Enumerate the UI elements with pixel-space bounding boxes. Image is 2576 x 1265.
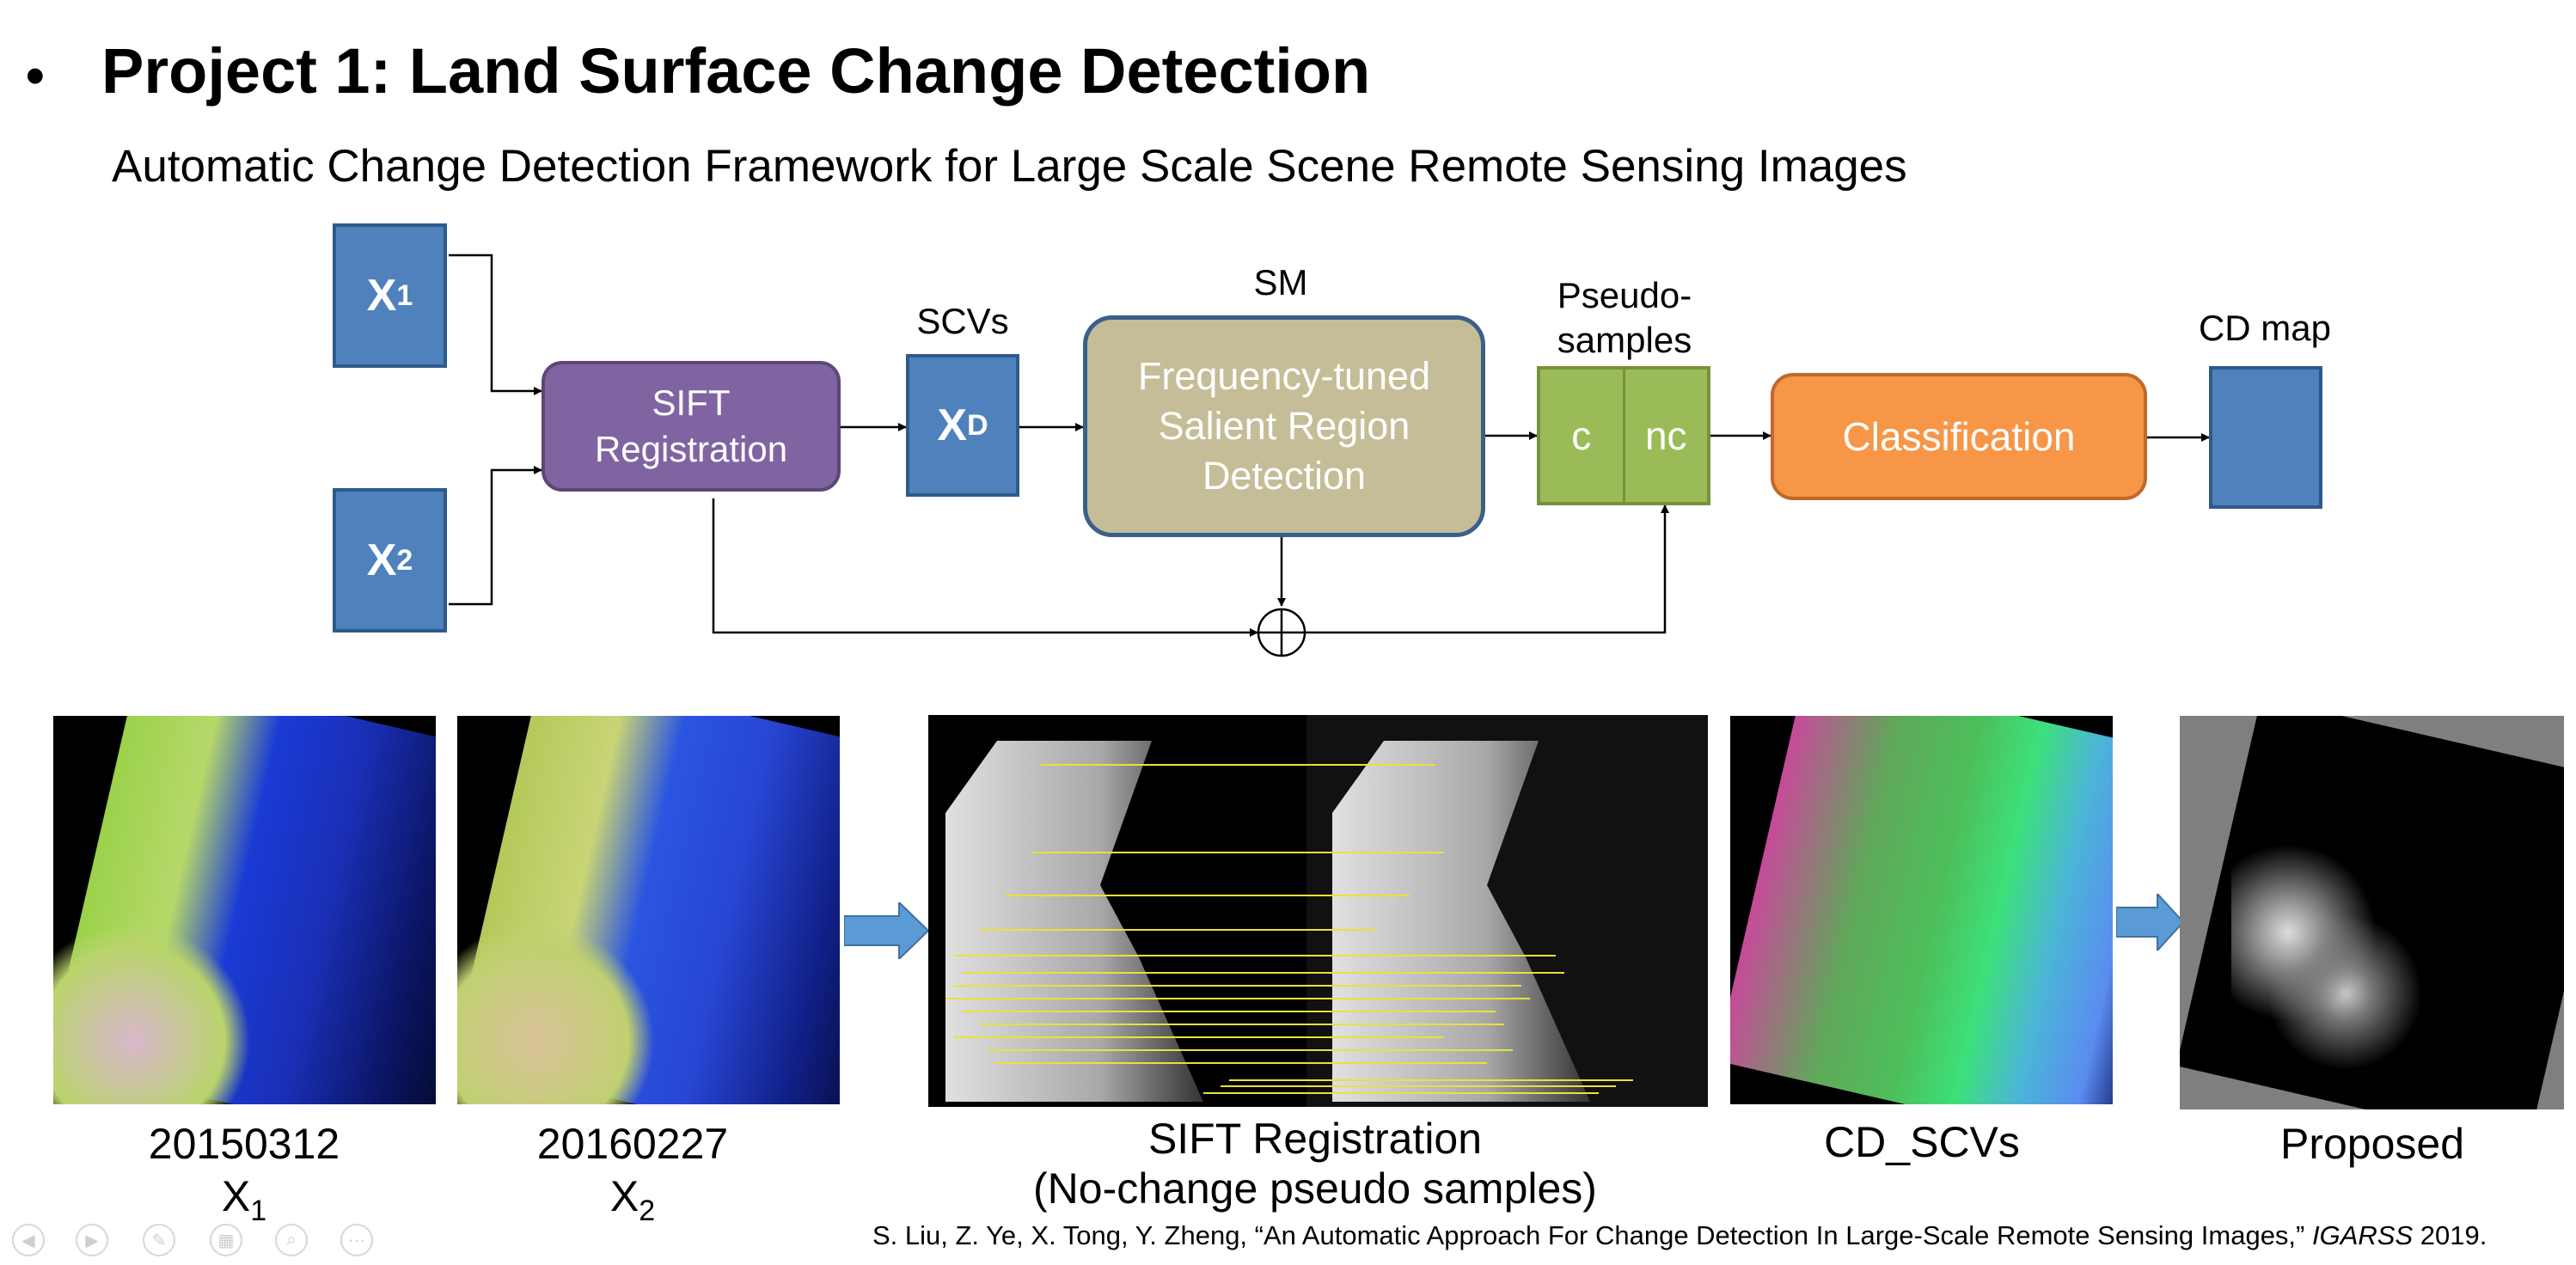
img2-variable: X2 (504, 1171, 762, 1228)
proposed-result-image (2180, 716, 2564, 1109)
x1-sub: 1 (396, 278, 413, 312)
diagram-connectors (449, 254, 2210, 657)
img1-var-sub: 1 (250, 1195, 267, 1227)
cd-scvs-image (1730, 716, 2113, 1104)
match-lines (945, 764, 1633, 1094)
saliency-detection-box: Frequency-tuned Salient Region Detection (1083, 315, 1485, 537)
slide-subtitle: Automatic Change Detection Framework for… (112, 141, 1907, 192)
citation-venue: IGARSS (2311, 1220, 2414, 1250)
pseudo-samples-label: Pseudo-samples (1557, 275, 1692, 360)
pseudo-samples-box: c nc (1537, 366, 1710, 505)
x1-letter: X (366, 271, 397, 321)
bullet: • (26, 46, 45, 106)
satellite-image-2015 (53, 716, 436, 1104)
xd-sub: D (967, 408, 988, 442)
cd-map-box (2209, 366, 2322, 509)
next-icon[interactable]: ▶ (76, 1224, 108, 1256)
no-change-cell: nc (1644, 413, 1687, 458)
sift-caption-line1: SIFT Registration (1147, 1115, 1483, 1163)
arrow-to-sift-icon (844, 902, 930, 959)
x1-to-sift-line (449, 254, 542, 395)
prev-icon[interactable]: ◀ (12, 1224, 45, 1256)
zoom-icon[interactable]: ⌕ (275, 1224, 308, 1256)
img1-var-letter: X (221, 1172, 251, 1220)
title-text: Project 1: Land Surface Change Detection (101, 35, 1371, 107)
sm-label: SM (1253, 262, 1308, 302)
img2-date: 20160227 (536, 1120, 729, 1168)
sift-matches-image (928, 715, 1708, 1107)
img1-date: 20150312 (148, 1120, 340, 1168)
change-cell: c (1540, 370, 1625, 502)
slides-icon[interactable]: ▦ (210, 1224, 242, 1256)
sift-registration-box: SIFT Registration (542, 361, 841, 492)
classification-box: Classification (1771, 373, 2147, 500)
sift-caption-line2: (No-change pseudo samples) (1033, 1164, 1597, 1213)
slide-title: • Project 1: Land Surface Change Detectio… (26, 34, 1370, 107)
sift-to-combine-line (712, 498, 1258, 637)
x2-to-sift-line (449, 466, 542, 606)
citation-text: S. Liu, Z. Ye, X. Tong, Y. Zheng, “An Au… (872, 1220, 2312, 1250)
sm-box-label: Frequency-tuned Salient Region Detection (1137, 354, 1431, 498)
img2-var-sub: 2 (639, 1195, 656, 1227)
arrow-to-proposed-icon (2116, 894, 2185, 950)
satellite-image-2016 (457, 716, 840, 1104)
img2-var-letter: X (609, 1172, 639, 1220)
x2-sub: 2 (396, 543, 413, 577)
scvs-label: SCVs (916, 301, 1009, 341)
citation-year: 2019. (2413, 1220, 2487, 1250)
cd-scvs-caption: CD_SCVs (1824, 1118, 2020, 1166)
img1-variable: X1 (115, 1171, 373, 1228)
x2-letter: X (366, 535, 397, 585)
pen-icon[interactable]: ✎ (143, 1224, 175, 1256)
more-icon[interactable]: ⋯ (340, 1224, 373, 1256)
sift-box-label: SIFT Registration (594, 382, 788, 469)
combine-to-pseudo-line (1306, 504, 1669, 634)
proposed-caption: Proposed (2279, 1120, 2465, 1168)
cd-map-label: CD map (2198, 308, 2332, 348)
xd-letter: X (937, 400, 968, 450)
citation: S. Liu, Z. Ye, X. Tong, Y. Zheng, “An Au… (872, 1220, 2487, 1251)
